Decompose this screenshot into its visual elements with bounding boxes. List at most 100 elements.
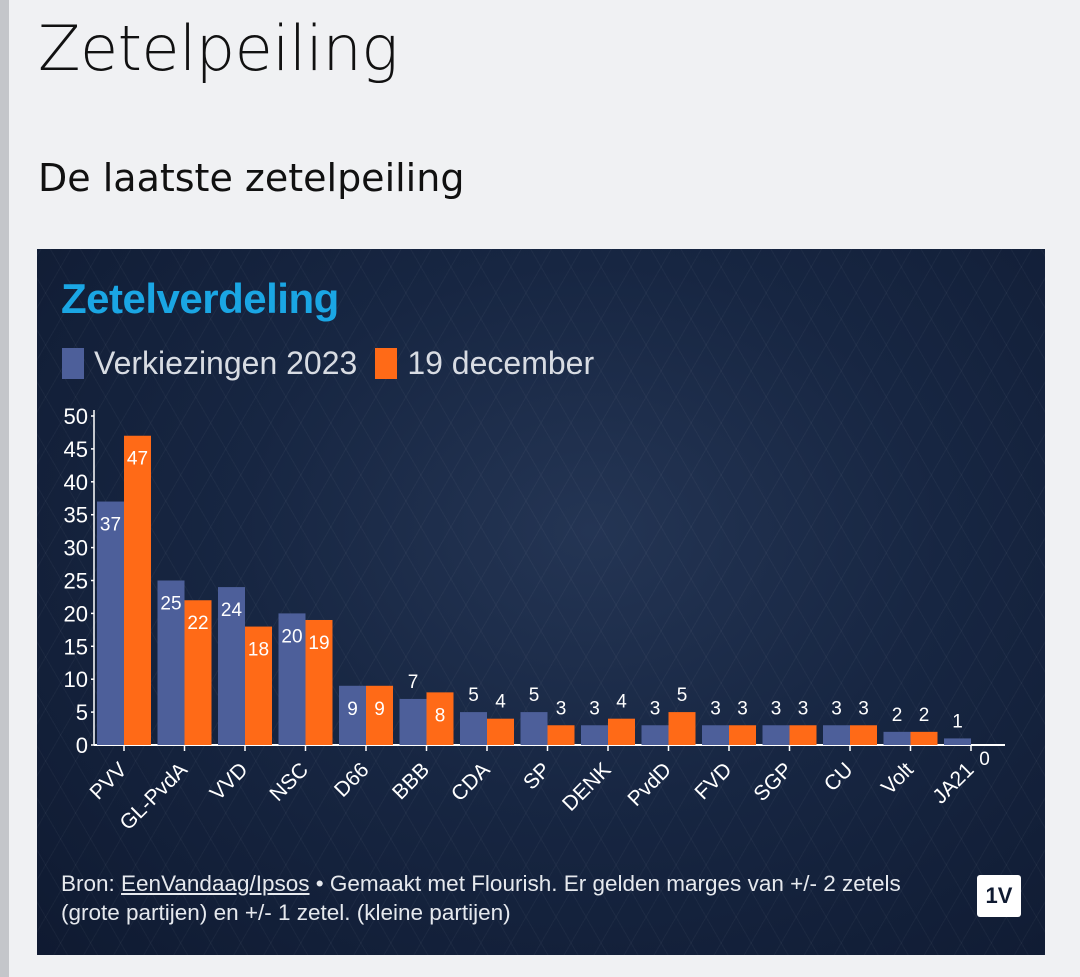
data-label: 9	[347, 699, 358, 720]
data-label: 3	[858, 698, 869, 719]
bar-2023	[944, 738, 971, 745]
bar-december	[910, 731, 938, 745]
bar-december	[729, 725, 756, 745]
bar-2023	[883, 731, 911, 745]
x-tick-label: SP	[519, 758, 555, 794]
bar-2023	[399, 698, 427, 745]
y-tick-label: 10	[64, 667, 88, 692]
bar-december	[245, 626, 272, 745]
y-tick-label: 5	[76, 700, 88, 725]
bar-2023	[702, 725, 729, 745]
bar-2023	[641, 725, 669, 745]
bar-december	[850, 725, 877, 745]
bar-december	[366, 685, 393, 745]
data-label: 47	[127, 449, 148, 470]
x-tick-label: PvdD	[623, 758, 676, 811]
data-label: 18	[248, 640, 269, 661]
data-label: 3	[831, 698, 842, 719]
bar-december	[426, 692, 454, 745]
y-tick-label: 40	[64, 470, 88, 495]
section-title: De laatste zetelpeiling	[38, 156, 465, 200]
bar-2023	[460, 712, 487, 745]
legend-swatch-december	[375, 348, 398, 379]
data-label: 2	[892, 705, 903, 726]
data-label: 5	[529, 685, 540, 706]
data-label: 24	[221, 600, 243, 621]
y-tick-label: 15	[64, 634, 88, 659]
legend-swatch-2023	[62, 348, 84, 379]
bar-2023	[278, 613, 306, 745]
data-label: 25	[160, 594, 181, 615]
source-link[interactable]: EenVandaag/Ipsos	[121, 871, 310, 896]
data-label: 7	[408, 672, 419, 693]
data-label: 5	[468, 685, 479, 706]
legend-item-2023[interactable]: Verkiezingen 2023	[62, 345, 357, 382]
bar-december	[487, 718, 514, 745]
page-title: Zetelpeiling	[38, 12, 398, 85]
bar-2023	[520, 712, 548, 745]
bar-december	[305, 619, 333, 745]
x-tick-label: CDA	[447, 758, 495, 806]
x-tick-label: JA21	[928, 758, 978, 808]
x-tick-label: NSC	[265, 758, 313, 806]
x-tick-label: D66	[330, 758, 374, 802]
x-tick-label: BBB	[388, 758, 434, 804]
footer-prefix: Bron:	[61, 871, 122, 896]
bar-chart: 051015202530354045503747PVV2522GL-PvdA24…	[64, 404, 1005, 835]
x-tick-label: DENK	[558, 758, 616, 816]
x-tick-label: VVD	[206, 758, 253, 805]
bar-2023	[97, 501, 124, 745]
chart-card: Zetelverdeling Verkiezingen 2023 19 dece…	[37, 249, 1045, 955]
chart-footer-note: Bron: EenVandaag/Ipsos • Gemaakt met Flo…	[61, 869, 941, 927]
data-label: 8	[435, 705, 446, 726]
footer-text: • Gemaakt met Flourish. Er gelden marges…	[61, 871, 901, 925]
bar-december	[668, 712, 696, 745]
data-label: 3	[650, 698, 661, 719]
x-tick-label: CU	[820, 758, 858, 796]
data-label: 22	[187, 613, 208, 634]
x-tick-label: PVV	[86, 758, 132, 804]
x-tick-label: GL-PvdA	[116, 758, 193, 835]
bar-december	[789, 725, 817, 745]
data-label: 3	[556, 698, 567, 719]
bar-2023	[218, 587, 245, 745]
y-tick-label: 35	[64, 503, 88, 528]
legend-item-december[interactable]: 19 december	[375, 345, 594, 382]
y-tick-label: 0	[76, 733, 88, 758]
data-label: 9	[374, 699, 385, 720]
bar-2023	[157, 580, 185, 745]
data-label: 4	[616, 692, 627, 713]
data-label: 19	[308, 633, 329, 654]
bar-december	[124, 435, 151, 745]
bar-december	[608, 718, 635, 745]
legend-label-december: 19 december	[407, 345, 595, 381]
data-label: 3	[710, 698, 721, 719]
bar-2023	[823, 725, 850, 745]
bar-2023	[762, 725, 790, 745]
y-tick-label: 20	[64, 601, 88, 626]
bar-2023	[339, 685, 366, 745]
data-label: 3	[737, 698, 748, 719]
chart-title: Zetelverdeling	[61, 275, 339, 322]
x-tick-label: SGP	[749, 758, 797, 806]
bar-december	[547, 725, 575, 745]
x-tick-label: FVD	[691, 758, 737, 804]
data-label: 3	[771, 698, 782, 719]
bar-2023	[581, 725, 608, 745]
chart-legend: Verkiezingen 2023 19 december	[62, 345, 612, 382]
data-label: 37	[100, 515, 121, 536]
data-label: 2	[919, 705, 930, 726]
page-left-edge	[0, 0, 9, 977]
y-tick-label: 30	[64, 536, 88, 561]
y-tick-label: 45	[64, 437, 88, 462]
legend-label-2023: Verkiezingen 2023	[94, 345, 358, 381]
data-label: 20	[281, 626, 302, 647]
data-label: 4	[495, 692, 506, 713]
data-label: 3	[798, 698, 809, 719]
brand-logo[interactable]: 1V	[977, 875, 1021, 917]
data-label: 1	[952, 711, 963, 732]
x-tick-label: Volt	[877, 758, 918, 799]
data-label: 5	[677, 685, 688, 706]
y-tick-label: 25	[64, 569, 88, 594]
data-label: 3	[589, 698, 600, 719]
